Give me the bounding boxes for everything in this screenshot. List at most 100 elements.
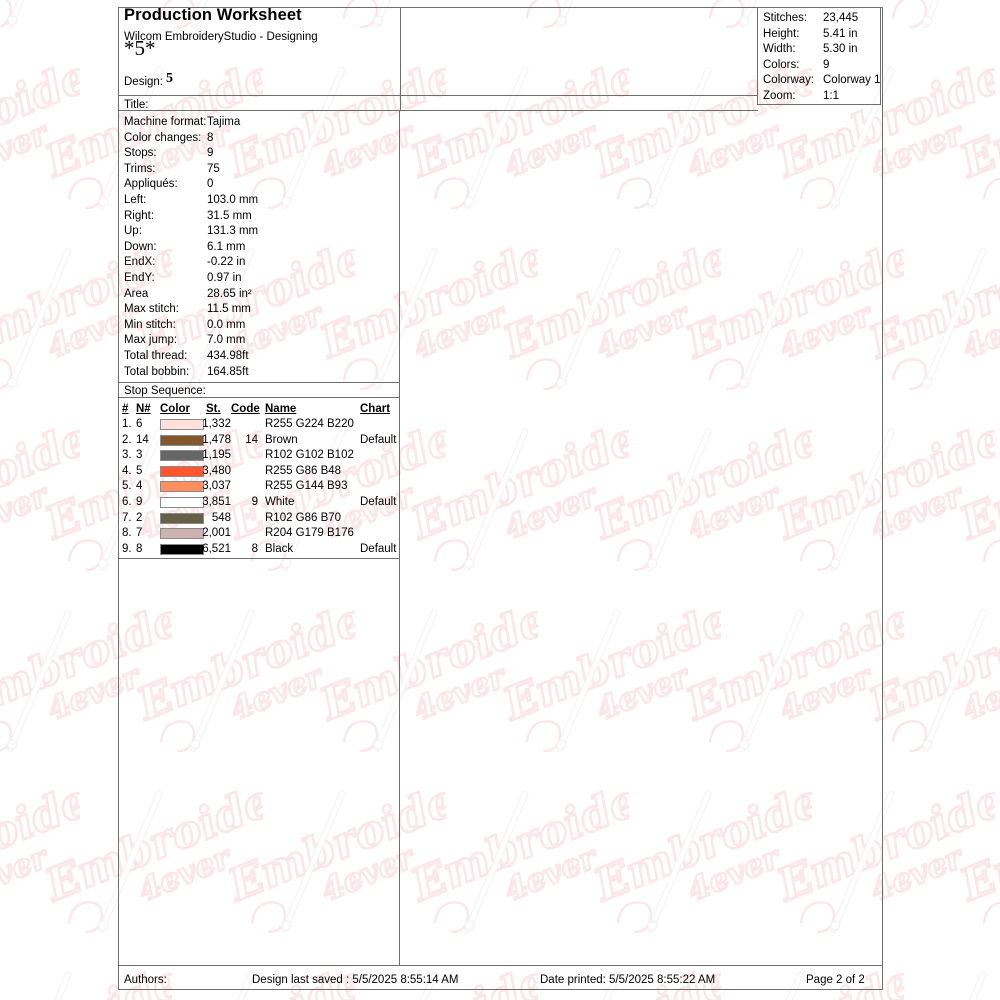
stop-row-stitches: 1,195 <box>202 449 231 462</box>
design-barcode-text: *5* <box>124 36 156 60</box>
info-row-label: Up: <box>124 225 142 238</box>
info-row-value: 0 <box>207 178 214 191</box>
stop-row-name: R255 G224 B220 <box>265 418 354 430</box>
stop-row-index: 9. <box>122 542 132 555</box>
stats-row-value: 9 <box>823 58 830 71</box>
stop-row-chart: Default <box>360 496 397 508</box>
rule-below-titlerow <box>118 110 758 111</box>
col-head-name: Name <box>265 403 297 415</box>
info-row-value: 75 <box>207 162 220 175</box>
stop-sequence-label: Stop Sequence: <box>124 385 206 397</box>
footer-authors-label: Authors: <box>124 974 167 986</box>
info-row-label: Machine format: <box>124 116 207 128</box>
info-row-label: Left: <box>124 194 147 206</box>
stats-row-label: Colors: <box>763 58 800 71</box>
stats-row-value: Colorway 1 <box>823 74 881 87</box>
stats-row-label: Height: <box>763 27 800 40</box>
footer-last-saved: Design last saved : 5/5/2025 8:55:14 AM <box>252 974 459 986</box>
info-row-value: 131.3 mm <box>207 225 259 238</box>
info-row-label: Appliqués: <box>124 178 178 191</box>
info-row-label: Total thread: <box>124 350 188 362</box>
info-row-label: Area <box>124 287 149 300</box>
stop-row-stitches: 2,001 <box>202 527 231 540</box>
stop-row-name: Black <box>265 542 294 555</box>
stop-row-needle: 14 <box>136 433 149 446</box>
stop-row-chart: Default <box>360 542 397 555</box>
design-value: 5 <box>166 71 173 86</box>
stop-row-stitches: 3,480 <box>202 464 231 477</box>
info-row-label: Trims: <box>124 162 156 175</box>
rule-left-frame <box>118 7 119 990</box>
info-row-value: 8 <box>207 131 214 144</box>
stop-row-stitches: 1,332 <box>202 418 231 430</box>
design-label: Design: <box>124 76 163 88</box>
rule-left-col-edge <box>400 7 401 111</box>
stats-row-label: Colorway: <box>763 74 815 87</box>
stop-row-name: Brown <box>265 433 298 446</box>
stop-row-index: 2. <box>122 433 132 446</box>
info-row-value: 103.0 mm <box>207 194 259 206</box>
stop-row-code: 9 <box>251 496 258 508</box>
app-subtitle: Wilcom EmbroideryStudio - Designing <box>124 31 318 43</box>
info-row-value: 31.5 mm <box>207 209 252 222</box>
stop-row-needle: 2 <box>136 511 143 524</box>
stop-row-needle: 9 <box>136 496 143 508</box>
stop-row-chart: Default <box>360 433 397 446</box>
col-head-index: # <box>122 403 129 415</box>
rule-below-title <box>118 95 758 96</box>
info-row-label: Min stitch: <box>124 318 176 331</box>
color-swatch <box>160 419 204 430</box>
info-row-label: EndX: <box>124 256 156 269</box>
stats-row: Colors: 9 <box>758 59 880 75</box>
rule-footer-bottom <box>118 989 883 990</box>
rule-column-divider <box>399 110 400 966</box>
stats-row: Colorway: Colorway 1 <box>758 74 881 90</box>
stop-row-index: 7. <box>122 511 132 524</box>
info-row-label: Total bobbin: <box>124 365 190 378</box>
stop-row-name: R255 G86 B48 <box>265 464 342 477</box>
info-row-label: Color changes: <box>124 131 202 144</box>
rule-below-colheads <box>118 558 400 559</box>
col-head-chart: Chart <box>360 403 391 415</box>
stop-row-index: 1. <box>122 418 132 430</box>
rule-below-stopseq-label <box>118 397 400 398</box>
info-row-value: 434.98ft <box>207 350 249 362</box>
info-row-label: EndY: <box>124 272 155 284</box>
col-head-stitches: St. <box>206 403 221 415</box>
rule-content-bottom <box>118 965 883 966</box>
stop-row-needle: 5 <box>136 464 143 477</box>
stats-row-value: 1:1 <box>823 90 839 102</box>
title-label: Title: <box>124 99 149 111</box>
stop-row-name: R102 G86 B70 <box>265 511 342 524</box>
stats-row-label: Stitches: <box>763 12 808 24</box>
stop-row-index: 6. <box>122 496 132 508</box>
info-row-value: -0.22 in <box>207 256 246 269</box>
stats-row: Stitches: 23,445 <box>758 12 880 28</box>
stats-row-value: 5.41 in <box>823 27 858 40</box>
info-row-label: Max jump: <box>124 334 178 347</box>
col-head-needle: N# <box>136 403 151 415</box>
stop-row-name: R102 G102 B102 <box>265 449 354 462</box>
stats-row-value: 23,445 <box>823 12 859 24</box>
rule-above-stopseq <box>118 382 400 383</box>
stop-row-needle: 7 <box>136 527 143 540</box>
stop-row-name: R204 G179 B176 <box>265 527 354 540</box>
stop-row-index: 8. <box>122 527 132 540</box>
stop-row-stitches: 3,851 <box>202 496 231 508</box>
rule-right-frame <box>882 7 883 990</box>
stats-summary-box: Stitches: 23,445 Height: 5.41 in Width: 5.30 … <box>757 7 881 105</box>
stop-row-name: R255 G144 B93 <box>265 480 348 493</box>
info-row-value: 164.85ft <box>207 365 249 378</box>
info-row-value: 11.5 mm <box>207 303 251 316</box>
col-head-code: Code <box>231 403 260 415</box>
stop-row-name: White <box>265 496 295 508</box>
info-row-label: Max stitch: <box>124 303 179 316</box>
stop-row-stitches: 6,521 <box>202 542 231 555</box>
stop-row-needle: 4 <box>136 480 143 493</box>
stop-row-index: 5. <box>122 480 132 493</box>
stop-row-needle: 3 <box>136 449 143 462</box>
info-row-value: 0.97 in <box>207 272 242 284</box>
stop-row-needle: 6 <box>136 418 143 430</box>
info-row-label: Stops: <box>124 147 157 160</box>
